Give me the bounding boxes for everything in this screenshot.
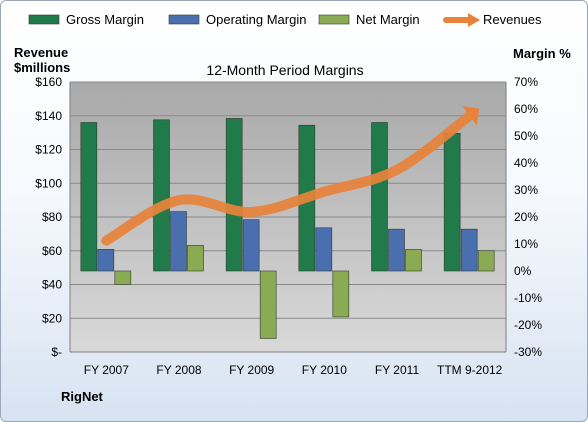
operating-margin-bar	[242, 219, 260, 272]
chart-title: 12-Month Period Margins	[206, 62, 363, 78]
gross-margin-legend-swatch	[28, 14, 60, 25]
operating-margin-bar	[170, 211, 187, 272]
left-tick-label: $140	[35, 109, 62, 123]
operating-margin-legend-swatch	[168, 14, 200, 25]
left-tick-label: $100	[35, 176, 62, 190]
left-tick-label: $160	[35, 75, 62, 89]
left-tick-label: $80	[42, 210, 62, 224]
gross-margin-bar	[443, 133, 461, 272]
right-tick-label: 50%	[514, 129, 538, 143]
legend-label: Gross Margin	[66, 12, 144, 27]
right-tick-label: 70%	[514, 75, 538, 89]
legend: Gross Margin Operating Margin Net Margin Re…	[28, 12, 542, 27]
left-tick-label: $40	[42, 278, 62, 292]
gross-margin-bar	[371, 122, 388, 272]
gross-margin-bar	[153, 119, 170, 272]
net-margin-legend-swatch	[318, 14, 350, 25]
category-label: FY 2008	[156, 363, 201, 377]
left-tick-label: $20	[42, 311, 62, 325]
axes: $- $20 $40 $60 $80 $100 $120 $140 $160 -30% -20% -1…	[35, 75, 542, 377]
legend-label: Net Margin	[356, 12, 420, 27]
net-margin-bar	[259, 270, 277, 339]
net-margin-bar	[187, 245, 204, 272]
right-tick-label: -30%	[514, 345, 542, 359]
right-tick-label: -10%	[514, 291, 542, 305]
gross-margin-bar	[225, 118, 243, 272]
legend-label: Operating Margin	[206, 12, 306, 27]
net-margin-bar	[332, 270, 350, 318]
right-tick-label: 30%	[514, 183, 538, 197]
revenues-line	[101, 110, 475, 246]
right-tick-label: 0%	[514, 264, 532, 278]
right-tick-label: 60%	[514, 102, 538, 116]
category-label: FY 2010	[302, 363, 347, 377]
left-tick-label: $60	[42, 244, 62, 258]
operating-margin-bar	[388, 228, 405, 272]
operating-margin-bar	[315, 227, 333, 272]
source-label: RigNet	[61, 389, 104, 404]
right-tick-label: -20%	[514, 318, 542, 332]
operating-margin-bar	[460, 228, 478, 272]
revenue-line	[101, 106, 480, 246]
right-axis-label: Margin %	[513, 46, 571, 61]
category-label: FY 2011	[375, 363, 420, 377]
operating-margin-bar	[97, 249, 115, 272]
net-margin-bar	[405, 249, 422, 272]
category-label: FY 2007	[84, 363, 129, 377]
category-label: FY 2009	[229, 363, 274, 377]
left-axis-label-line1: Revenue	[14, 45, 68, 60]
left-tick-label: $120	[35, 143, 62, 157]
revenues-arrowhead	[462, 106, 480, 126]
category-label: TTM 9-2012	[437, 363, 503, 377]
net-margin-bar	[477, 250, 495, 272]
net-margin-bar	[114, 270, 132, 285]
revenues-legend-arrow	[468, 13, 480, 27]
right-tick-label: 20%	[514, 210, 538, 224]
legend-label: Revenues	[483, 12, 542, 27]
right-tick-label: 40%	[514, 156, 538, 170]
left-axis-label-line2: $millions	[14, 60, 70, 75]
right-tick-label: 10%	[514, 237, 538, 251]
left-tick-label: $-	[51, 345, 62, 359]
gross-margin-bar	[80, 122, 98, 272]
